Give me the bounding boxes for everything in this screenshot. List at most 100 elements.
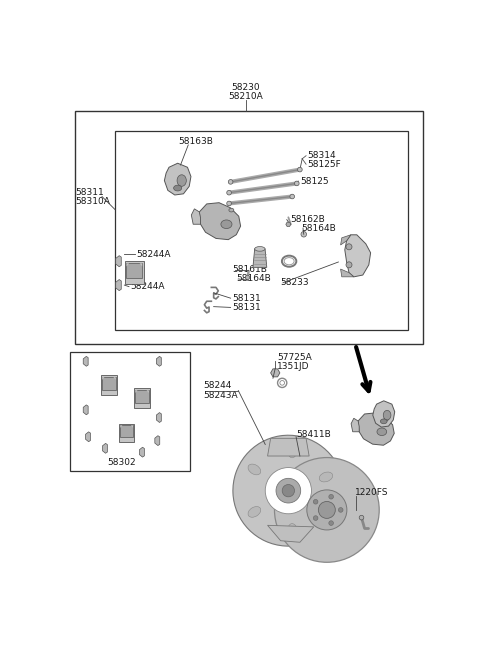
Text: 58125: 58125: [300, 176, 328, 186]
Bar: [135, 390, 149, 403]
Text: 58131: 58131: [232, 303, 261, 312]
Ellipse shape: [177, 174, 186, 186]
Ellipse shape: [248, 464, 261, 475]
Bar: [101, 375, 117, 395]
Polygon shape: [351, 419, 359, 432]
Circle shape: [346, 262, 352, 268]
Ellipse shape: [383, 411, 391, 420]
Polygon shape: [135, 390, 138, 393]
Bar: [120, 425, 133, 437]
Text: 58162B: 58162B: [291, 215, 325, 224]
Polygon shape: [345, 235, 371, 277]
Polygon shape: [120, 425, 122, 428]
Polygon shape: [156, 356, 161, 366]
Polygon shape: [102, 377, 105, 380]
Text: 58125F: 58125F: [308, 159, 341, 169]
Circle shape: [329, 495, 334, 499]
Bar: [134, 388, 150, 408]
Polygon shape: [199, 203, 240, 239]
Text: 58210A: 58210A: [228, 92, 264, 101]
Text: 58310A: 58310A: [75, 197, 110, 205]
Text: 58302: 58302: [107, 458, 135, 466]
Circle shape: [329, 521, 334, 525]
Circle shape: [228, 180, 233, 184]
Text: 58411B: 58411B: [296, 430, 331, 439]
Circle shape: [313, 499, 318, 504]
Circle shape: [346, 244, 352, 250]
Circle shape: [307, 490, 347, 530]
Polygon shape: [271, 369, 280, 377]
Polygon shape: [83, 405, 88, 415]
Bar: [75, 111, 423, 344]
Bar: [127, 263, 142, 278]
Ellipse shape: [221, 220, 232, 228]
Text: 58164B: 58164B: [301, 224, 336, 233]
Circle shape: [298, 167, 302, 172]
Circle shape: [227, 190, 231, 195]
Text: 58314: 58314: [308, 152, 336, 160]
Polygon shape: [146, 390, 149, 393]
Circle shape: [359, 516, 364, 520]
Text: 57725A: 57725A: [277, 353, 312, 362]
Circle shape: [290, 194, 295, 199]
Polygon shape: [85, 432, 90, 441]
Circle shape: [265, 468, 312, 514]
Circle shape: [301, 232, 307, 237]
Circle shape: [276, 478, 300, 503]
Polygon shape: [341, 235, 351, 245]
Circle shape: [338, 508, 343, 512]
Text: 58163B: 58163B: [178, 136, 213, 146]
Text: 58230: 58230: [232, 83, 260, 92]
Text: 58243A: 58243A: [204, 391, 238, 400]
Wedge shape: [233, 435, 343, 546]
Circle shape: [318, 501, 336, 518]
Bar: [125, 261, 144, 284]
Ellipse shape: [381, 419, 387, 424]
Polygon shape: [192, 209, 201, 224]
Text: 1351JD: 1351JD: [277, 362, 309, 371]
Polygon shape: [164, 163, 191, 195]
Bar: [102, 377, 116, 390]
Polygon shape: [358, 413, 394, 445]
Ellipse shape: [319, 499, 333, 509]
Circle shape: [275, 458, 379, 562]
Bar: [119, 424, 134, 442]
Ellipse shape: [174, 185, 182, 191]
Polygon shape: [127, 263, 129, 266]
Circle shape: [282, 485, 295, 497]
Text: 1220FS: 1220FS: [355, 489, 389, 497]
Polygon shape: [155, 436, 160, 445]
Polygon shape: [102, 443, 108, 453]
Text: 58244: 58244: [204, 381, 232, 390]
Circle shape: [295, 181, 299, 186]
Polygon shape: [131, 425, 133, 428]
Polygon shape: [140, 263, 142, 266]
Polygon shape: [113, 377, 116, 380]
Polygon shape: [341, 269, 354, 277]
Ellipse shape: [377, 428, 387, 436]
Text: 58164B: 58164B: [237, 274, 272, 283]
Text: 58233: 58233: [281, 278, 309, 287]
Polygon shape: [116, 279, 121, 291]
Bar: [71, 352, 190, 472]
Polygon shape: [373, 401, 395, 427]
Ellipse shape: [288, 444, 297, 458]
Text: 58244A: 58244A: [131, 282, 165, 291]
Polygon shape: [116, 256, 121, 267]
Polygon shape: [267, 438, 309, 456]
Ellipse shape: [229, 208, 234, 212]
Ellipse shape: [288, 523, 297, 537]
Ellipse shape: [319, 472, 333, 482]
Ellipse shape: [248, 506, 261, 518]
Text: 58311: 58311: [75, 188, 104, 197]
Polygon shape: [83, 356, 88, 366]
Ellipse shape: [384, 418, 388, 421]
Text: 58131: 58131: [232, 294, 261, 302]
Polygon shape: [267, 525, 314, 543]
Polygon shape: [253, 249, 267, 268]
Bar: [115, 131, 408, 330]
Circle shape: [313, 516, 318, 520]
Circle shape: [245, 276, 250, 279]
Text: 58244A: 58244A: [137, 250, 171, 258]
Text: 58161B: 58161B: [232, 265, 267, 274]
